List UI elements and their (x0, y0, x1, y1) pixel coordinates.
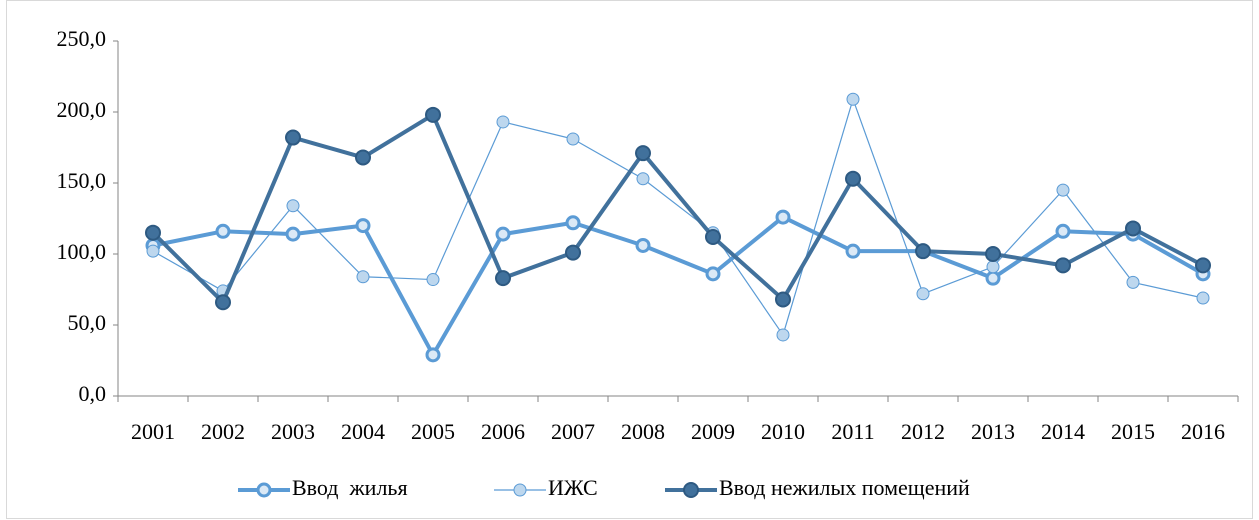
data-point (215, 294, 231, 311)
x-tick-label: 2010 (761, 419, 805, 444)
y-tick-label: 50,0 (68, 310, 107, 335)
y-tick-label: 150,0 (57, 168, 107, 193)
data-point (565, 244, 581, 261)
data-point (426, 273, 440, 287)
data-point (985, 246, 1001, 262)
data-point (705, 266, 721, 282)
legend-label: Ввод жилья (292, 475, 408, 500)
data-point (845, 243, 861, 259)
x-tick-label: 2003 (271, 419, 315, 444)
data-point (916, 287, 930, 301)
data-point (146, 244, 160, 258)
data-point (985, 270, 1001, 286)
x-tick-label: 2015 (1111, 419, 1155, 444)
data-point (425, 347, 441, 363)
legend-marker (683, 482, 699, 498)
y-tick-label: 250,0 (57, 26, 107, 51)
data-point (1056, 183, 1070, 197)
data-point (1055, 223, 1071, 239)
data-point (915, 243, 931, 260)
data-point (1055, 257, 1071, 274)
series-line (152, 215, 1204, 357)
series-line (151, 112, 1204, 305)
data-point (776, 328, 790, 342)
data-point (496, 115, 510, 129)
data-point (565, 215, 581, 231)
legend-marker (513, 483, 527, 497)
x-tick-label: 2012 (901, 419, 945, 444)
data-point (215, 223, 231, 239)
x-tick-label: 2005 (411, 419, 455, 444)
data-point (1196, 291, 1210, 305)
data-point (846, 92, 860, 106)
x-tick-label: 2013 (971, 419, 1015, 444)
data-point (1195, 257, 1211, 274)
data-point (286, 199, 300, 213)
data-point (355, 218, 371, 234)
x-tick-label: 2006 (481, 419, 525, 444)
y-tick-label: 200,0 (57, 97, 107, 122)
legend-label: ИЖС (548, 475, 598, 500)
legend-label: Ввод нежилых помещений (719, 475, 970, 500)
chart-frame (6, 0, 1253, 519)
data-point (775, 291, 791, 308)
data-point (495, 270, 511, 287)
data-point (845, 170, 861, 187)
data-point (986, 260, 1000, 274)
data-point (285, 226, 301, 242)
data-point (636, 172, 650, 186)
series-line (152, 98, 1204, 336)
data-point (285, 129, 301, 146)
data-point (425, 106, 441, 123)
x-tick-label: 2007 (551, 419, 595, 444)
data-point (1125, 220, 1141, 237)
data-point (355, 149, 371, 166)
x-tick-label: 2002 (201, 419, 245, 444)
x-tick-label: 2009 (691, 419, 735, 444)
data-point (775, 209, 791, 225)
y-tick-label: 0,0 (79, 381, 107, 406)
y-tick-label: 100,0 (57, 239, 107, 264)
data-point (356, 270, 370, 284)
data-point (635, 145, 651, 162)
x-tick-label: 2011 (831, 419, 874, 444)
data-point (566, 132, 580, 146)
data-point (705, 228, 721, 245)
data-point (1126, 275, 1140, 289)
x-tick-label: 2004 (341, 419, 385, 444)
x-tick-label: 2016 (1181, 419, 1225, 444)
data-point (145, 224, 161, 241)
x-tick-label: 2008 (621, 419, 665, 444)
legend-marker (256, 482, 272, 498)
data-point (635, 237, 651, 253)
x-tick-label: 2001 (131, 419, 175, 444)
data-point (495, 226, 511, 242)
x-tick-label: 2014 (1041, 419, 1085, 444)
